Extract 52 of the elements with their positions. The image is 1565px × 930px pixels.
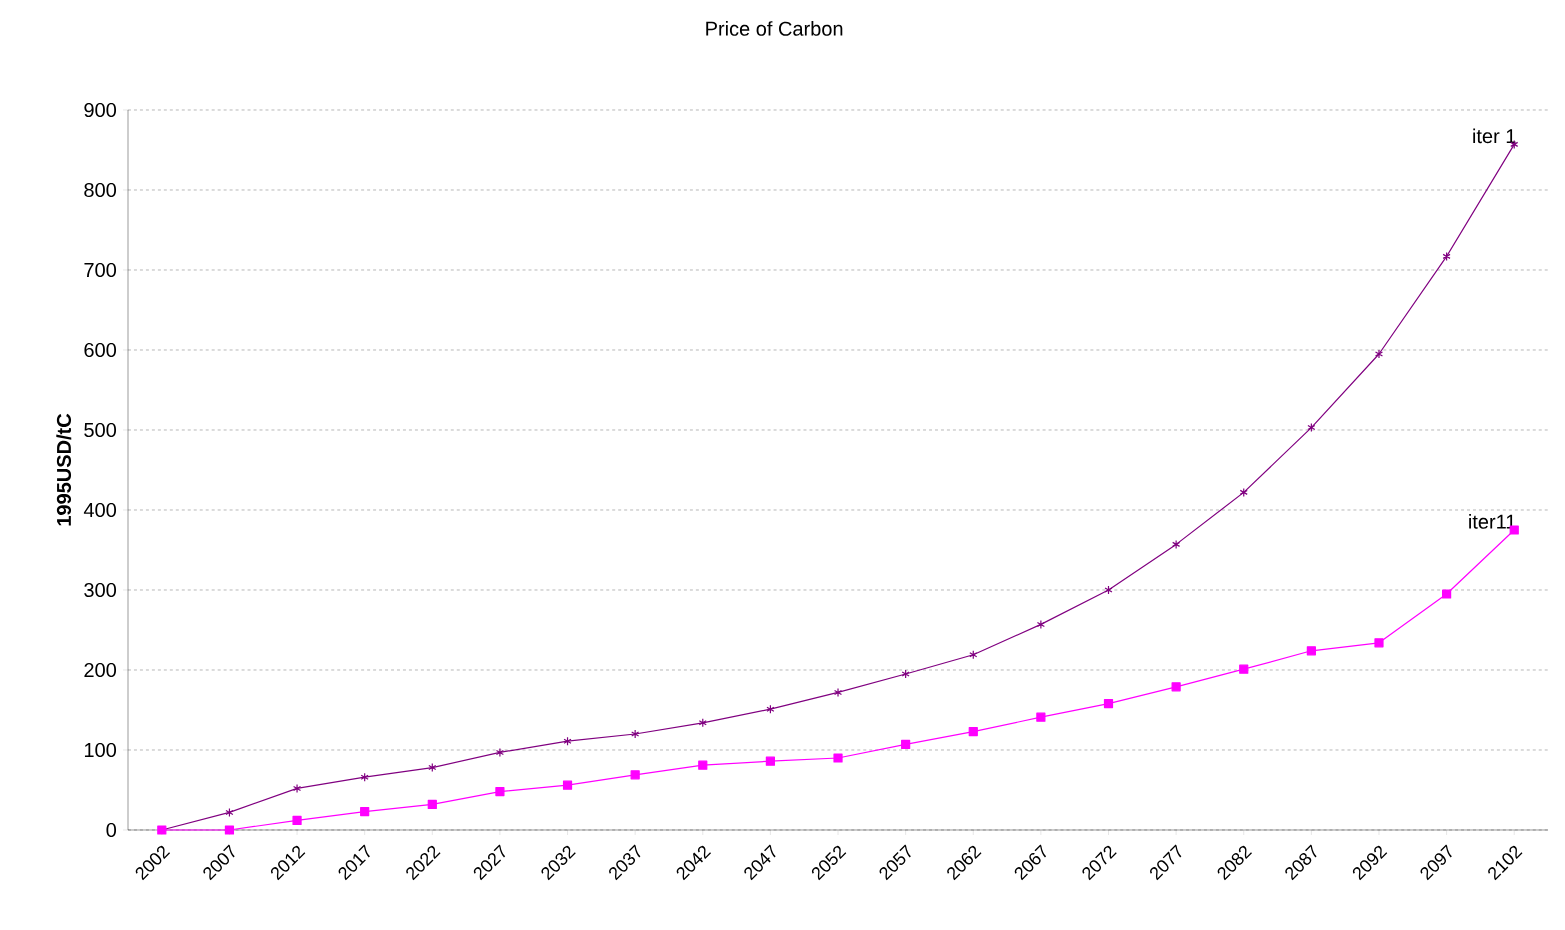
point bbox=[901, 739, 911, 749]
point bbox=[833, 753, 843, 763]
point bbox=[630, 770, 640, 780]
point bbox=[428, 763, 437, 773]
point bbox=[969, 650, 978, 660]
point bbox=[360, 772, 369, 782]
point bbox=[698, 760, 708, 770]
point bbox=[766, 704, 775, 714]
point bbox=[833, 687, 843, 697]
point bbox=[1104, 585, 1113, 595]
point bbox=[901, 669, 910, 679]
point bbox=[765, 756, 775, 766]
y-tick-label: 700 bbox=[84, 262, 117, 278]
point bbox=[292, 783, 302, 793]
point bbox=[698, 718, 707, 728]
point bbox=[360, 807, 370, 817]
y-tick-label: 800 bbox=[84, 182, 117, 198]
point bbox=[225, 807, 234, 817]
point bbox=[495, 747, 504, 757]
y-tick-label: 300 bbox=[84, 582, 117, 598]
series-label: iter11 bbox=[1469, 514, 1516, 529]
point bbox=[562, 780, 573, 790]
point bbox=[427, 799, 437, 809]
point bbox=[631, 729, 640, 739]
point bbox=[1442, 251, 1451, 261]
y-tick-label: 400 bbox=[83, 502, 117, 518]
point bbox=[1036, 619, 1045, 629]
point bbox=[1374, 638, 1384, 648]
y-axis-title: 1995USD/tC bbox=[56, 413, 72, 526]
point bbox=[563, 736, 572, 746]
point bbox=[1036, 712, 1046, 722]
point bbox=[1171, 682, 1181, 692]
point bbox=[224, 825, 235, 835]
chart-title: Price of Carbon bbox=[706, 21, 843, 36]
point bbox=[1239, 664, 1249, 674]
point bbox=[1172, 539, 1181, 549]
series-label: iter 1 bbox=[1473, 128, 1516, 144]
y-tick-label: 100 bbox=[84, 742, 117, 758]
point bbox=[1307, 422, 1316, 433]
y-tick-label: 200 bbox=[84, 662, 117, 678]
point bbox=[1306, 646, 1316, 656]
point bbox=[1374, 349, 1384, 359]
point bbox=[1442, 589, 1452, 599]
y-tick-label: 900 bbox=[84, 102, 117, 118]
y-tick-label: 600 bbox=[84, 342, 117, 358]
point bbox=[1239, 487, 1248, 497]
y-tick-label: 500 bbox=[84, 422, 117, 438]
y-tick-label: 0 bbox=[106, 822, 117, 838]
point bbox=[495, 787, 505, 797]
point bbox=[1103, 699, 1114, 709]
point bbox=[292, 815, 302, 825]
point bbox=[968, 727, 978, 737]
